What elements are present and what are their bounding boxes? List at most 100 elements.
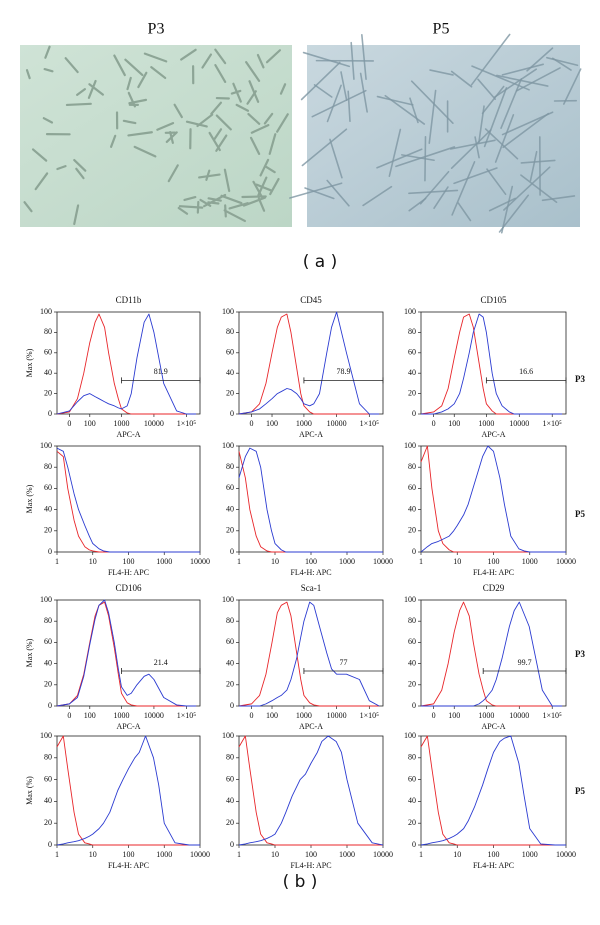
x-tick-label: 10 <box>453 557 461 566</box>
x-tick-label: 1000 <box>478 419 494 428</box>
y-tick-label: 80 <box>408 753 416 762</box>
x-tick-label: 1 <box>55 557 59 566</box>
y-tick-label: 100 <box>40 441 52 450</box>
x-tick-label: 1000 <box>522 557 538 566</box>
histogram-line <box>56 735 200 846</box>
cell <box>311 89 367 118</box>
cell <box>362 185 393 207</box>
y-tick-label: 60 <box>408 483 416 492</box>
x-tick-label: 100 <box>305 850 317 859</box>
cell <box>143 52 168 63</box>
cell <box>201 53 213 69</box>
plot-frame <box>238 311 384 415</box>
row-label: P3 <box>575 374 585 384</box>
y-tick-label: 20 <box>408 526 416 535</box>
y-tick-label: 0 <box>48 409 52 418</box>
cell <box>150 66 167 80</box>
y-tick-label: 100 <box>222 595 234 604</box>
y-tick-label: 100 <box>40 307 52 316</box>
cell <box>326 179 350 207</box>
y-tick-label: 20 <box>226 818 234 827</box>
y-tick-label: 100 <box>222 307 234 316</box>
x-tick-label: 10 <box>271 850 279 859</box>
cell <box>488 197 517 212</box>
cell <box>43 68 54 73</box>
cell <box>529 150 538 182</box>
y-tick-label: 100 <box>222 731 234 740</box>
cell <box>76 88 87 96</box>
cell <box>25 69 31 80</box>
cell <box>481 85 505 115</box>
cell <box>471 65 530 91</box>
y-tick-label: 60 <box>226 348 234 357</box>
y-tick-label: 20 <box>408 680 416 689</box>
caption: ( a ) <box>303 252 338 272</box>
y-tick-label: 100 <box>404 307 416 316</box>
y-tick-label: 0 <box>48 701 52 710</box>
x-tick-label: 1000 <box>296 711 312 720</box>
cell <box>235 103 250 112</box>
cell <box>457 202 472 222</box>
x-tick-label: 100 <box>488 557 500 566</box>
histogram-line <box>420 313 563 415</box>
y-tick-label: 20 <box>44 680 52 689</box>
y-tick-label: 40 <box>44 504 52 513</box>
cell <box>248 80 260 103</box>
y-tick-label: 80 <box>44 327 52 336</box>
cell <box>87 79 97 99</box>
cell <box>453 167 498 185</box>
x-tick-label: 1 <box>419 850 423 859</box>
y-tick-label: 80 <box>408 616 416 625</box>
x-tick-label: 1000 <box>113 419 129 428</box>
cell <box>408 189 459 195</box>
y-tick-label: 40 <box>408 504 416 513</box>
row-label: P3 <box>575 649 585 659</box>
cell <box>496 74 549 87</box>
y-tick-label: 60 <box>226 774 234 783</box>
cell <box>289 182 343 199</box>
y-tick-label: 0 <box>230 840 234 849</box>
image-label: P5 <box>433 21 450 38</box>
y-tick-label: 60 <box>44 637 52 646</box>
cell <box>494 114 515 163</box>
x-tick-label: 100 <box>84 419 96 428</box>
cell <box>214 64 227 83</box>
y-tick-label: 0 <box>230 409 234 418</box>
cell <box>73 204 80 226</box>
y-tick-label: 0 <box>230 547 234 556</box>
cell <box>73 158 87 172</box>
cell <box>526 47 554 72</box>
cell <box>126 76 132 91</box>
cell <box>173 103 183 119</box>
y-tick-label: 60 <box>44 483 52 492</box>
cell <box>250 124 270 134</box>
y-tick-label: 40 <box>226 504 234 513</box>
y-tick-label: 20 <box>44 388 52 397</box>
y-tick-label: 20 <box>226 388 234 397</box>
gate-label: 78.9 <box>336 367 350 376</box>
cell <box>340 71 348 102</box>
histogram-line <box>56 313 197 415</box>
cell <box>259 158 270 177</box>
cell <box>156 121 175 131</box>
cell <box>215 134 228 152</box>
cell <box>44 45 51 59</box>
cell <box>178 205 204 209</box>
cell <box>215 114 232 131</box>
x-tick-label: 100 <box>123 557 135 566</box>
y-tick-label: 40 <box>408 658 416 667</box>
cell <box>245 61 261 82</box>
y-tick-label: 60 <box>44 348 52 357</box>
x-axis-label: APC-A <box>481 430 505 439</box>
y-tick-label: 40 <box>226 368 234 377</box>
x-tick-label: 10000 <box>327 711 347 720</box>
chart-title: CD105 <box>480 295 507 305</box>
cell <box>301 128 348 167</box>
y-tick-label: 20 <box>44 818 52 827</box>
x-tick-label: 10000 <box>190 557 210 566</box>
y-tick-label: 0 <box>412 409 416 418</box>
gate <box>303 668 384 675</box>
cell <box>230 89 242 95</box>
x-tick-label: 10000 <box>556 850 576 859</box>
